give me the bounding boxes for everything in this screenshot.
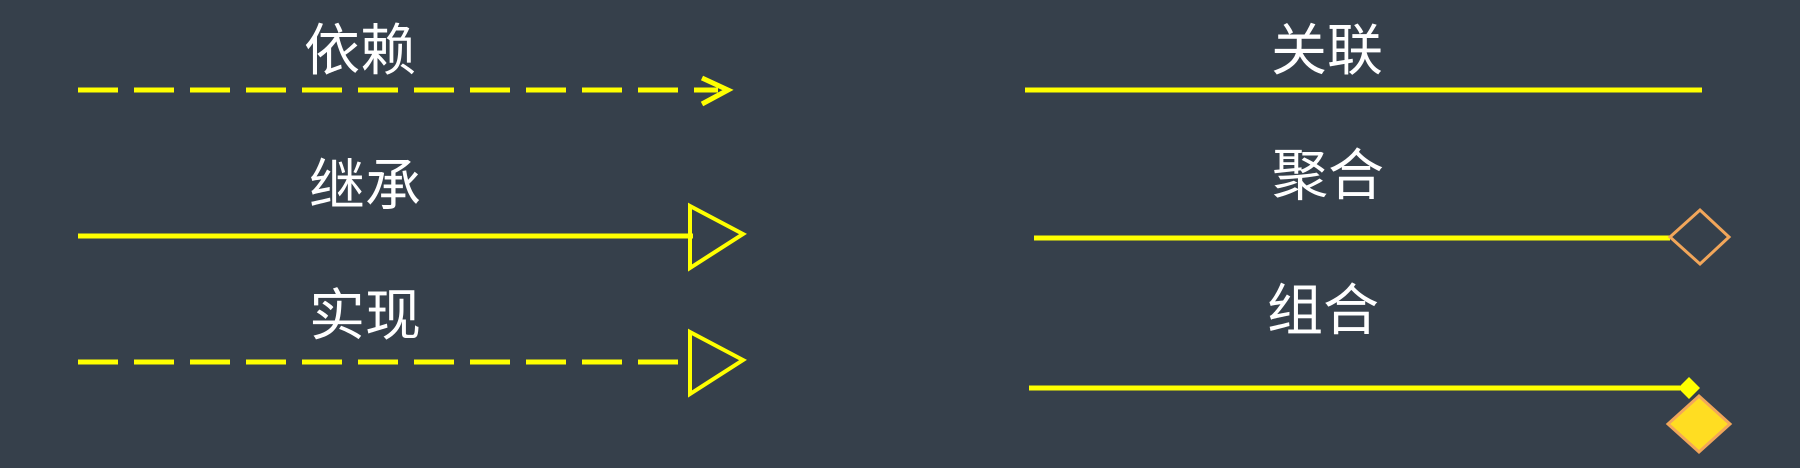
composition-small-filled-diamond-icon bbox=[1678, 377, 1700, 399]
inheritance-relation: 继承 bbox=[78, 154, 747, 272]
inheritance-label: 继承 bbox=[309, 154, 421, 219]
realization-label: 实现 bbox=[309, 284, 421, 349]
aggregation-label: 聚合 bbox=[1272, 144, 1384, 209]
realization-relation: 实现 bbox=[78, 284, 747, 398]
association-label: 关联 bbox=[1271, 19, 1383, 84]
composition-relation: 组合 bbox=[1029, 279, 1733, 455]
realization-hollow-triangle-icon bbox=[688, 328, 747, 398]
association-relation: 关联 bbox=[1025, 19, 1702, 93]
aggregation-relation: 聚合 bbox=[1034, 144, 1732, 267]
dependency-label: 依赖 bbox=[304, 19, 416, 84]
aggregation-hollow-diamond-icon bbox=[1667, 207, 1732, 267]
composition-label: 组合 bbox=[1267, 279, 1379, 344]
composition-filled-diamond-icon bbox=[1665, 393, 1733, 455]
dependency-relation: 依赖 bbox=[78, 19, 734, 107]
dependency-open-arrowhead-icon bbox=[700, 75, 734, 107]
inheritance-hollow-triangle-icon bbox=[688, 202, 747, 272]
